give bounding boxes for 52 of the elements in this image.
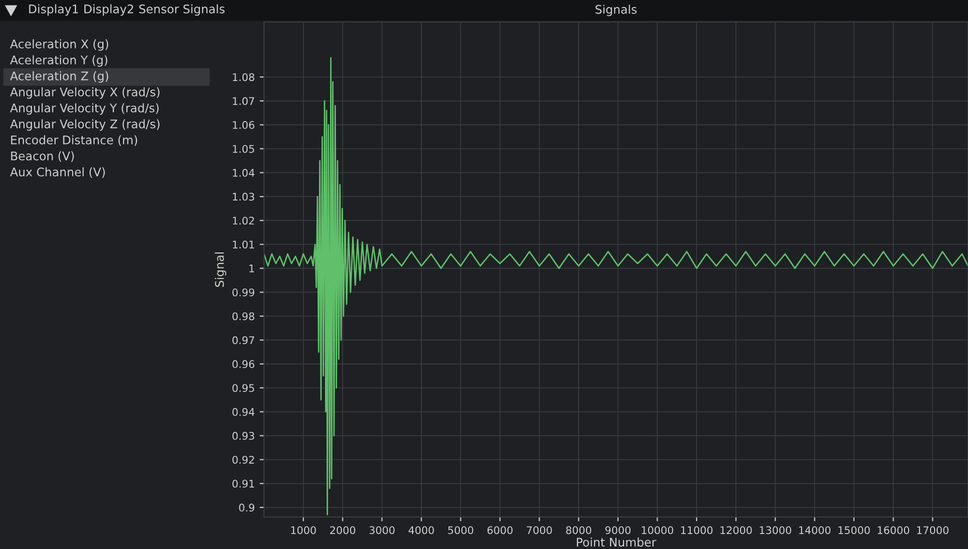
text: Aceleration Y (g)	[10, 55, 108, 67]
y-tick-label: 0.97	[232, 336, 254, 344]
text: Angular Velocity X (rad/s)	[10, 87, 160, 99]
text: Sensor Signals	[139, 4, 225, 16]
y-axis-title: Signal	[214, 252, 226, 287]
y-tick-label: 0.94	[232, 408, 254, 416]
y-tick-label: 0.91	[232, 480, 254, 488]
x-tick-label: 14000	[799, 526, 830, 534]
x-tick-label: 17000	[917, 526, 948, 534]
x-tick-label: 3000	[370, 526, 395, 534]
text: Aux Channel (V)	[10, 167, 105, 178]
x-tick-label: 5000	[448, 526, 474, 534]
x-tick-label: 8000	[566, 526, 592, 534]
x-tick-label: 15000	[838, 526, 870, 534]
line-series	[264, 57, 968, 516]
text: Display2	[84, 4, 134, 16]
y-tick-label: 1.03	[232, 192, 254, 201]
x-tick-label: 1000	[291, 526, 316, 534]
x-tick-label: 13000	[760, 526, 792, 534]
y-tick-label: 1.01	[232, 240, 254, 248]
y-tick-label: 0.96	[232, 360, 254, 368]
chart-title: Signals	[596, 4, 637, 16]
y-tick-label: 1.02	[232, 216, 254, 225]
y-tick-label: 0.92	[232, 456, 254, 464]
y-tick-label: 1.08	[232, 73, 254, 82]
x-tick-label: 6000	[487, 526, 513, 534]
y-tick-label: 1	[249, 264, 254, 272]
text: Beacon (V)	[11, 151, 74, 162]
y-tick-label: 1.04	[232, 168, 254, 177]
x-tick-label: 12000	[720, 526, 752, 534]
y-tick-label: 0.9	[239, 504, 254, 512]
y-tick-label: 0.93	[232, 432, 254, 440]
y-tick-label: 0.99	[232, 288, 254, 296]
y-tick-label: 0.95	[232, 384, 254, 392]
text: Aceleration Z (g)	[10, 71, 108, 83]
y-tick-label: 1.06	[232, 121, 254, 129]
x-tick-label: 9000	[605, 526, 631, 534]
x-tick-label: 2000	[330, 526, 356, 534]
x-axis-title: Point Number	[576, 538, 656, 547]
y-tick-label: 1.07	[232, 97, 254, 106]
x-tick-label: 11000	[681, 526, 712, 534]
y-tick-label: 1.05	[232, 144, 254, 153]
x-tick-label: 7000	[526, 526, 552, 534]
text: Angular Velocity Z (rad/s)	[10, 119, 160, 131]
text: Angular Velocity Y (rad/s)	[10, 103, 159, 115]
text: Display1	[29, 4, 78, 16]
y-tick-label: 0.98	[232, 312, 254, 320]
text: Encoder Distance (m)	[11, 135, 138, 146]
x-tick-label: 16000	[878, 526, 910, 534]
text: Aceleration X (g)	[10, 39, 108, 51]
x-tick-label: 4000	[408, 526, 434, 534]
x-tick-label: 10000	[642, 526, 674, 534]
